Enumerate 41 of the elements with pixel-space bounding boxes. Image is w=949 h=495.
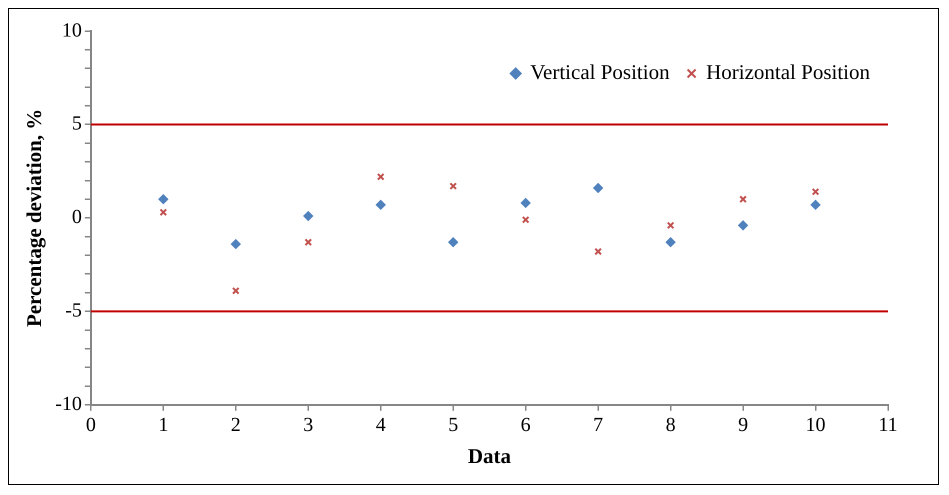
x-tick-label: 9 — [738, 414, 748, 436]
point — [449, 182, 458, 190]
legend-label: Vertical Position — [530, 60, 670, 84]
point — [232, 286, 240, 295]
point — [448, 237, 458, 248]
legend-label: Horizontal Position — [706, 60, 870, 84]
point — [810, 200, 821, 210]
point — [812, 188, 820, 196]
point — [158, 194, 168, 204]
x-tick-label: 0 — [86, 414, 96, 436]
point — [594, 248, 602, 256]
x-tick-label: 8 — [666, 414, 676, 436]
y-tick-label: -10 — [55, 393, 82, 416]
point — [160, 208, 168, 216]
x-tick-label: 3 — [303, 414, 314, 436]
point — [738, 220, 748, 230]
point — [303, 211, 314, 222]
y-axis-title: Percentage deviation, % — [22, 108, 46, 328]
point — [304, 238, 312, 246]
x-tick-label: 4 — [376, 414, 386, 436]
x-tick-label: 2 — [230, 414, 241, 436]
x-axis-title: Data — [468, 444, 512, 468]
y-tick-label: 0 — [72, 206, 82, 228]
point — [739, 195, 747, 204]
point — [522, 216, 530, 224]
point — [593, 182, 604, 193]
point — [230, 239, 241, 250]
y-tick-label: -5 — [65, 300, 82, 322]
x-tick-label: 1 — [158, 414, 168, 436]
x-tick-label: 11 — [878, 414, 898, 436]
point — [376, 172, 385, 181]
point — [666, 222, 674, 230]
x-tick-label: 7 — [593, 414, 604, 436]
point — [666, 237, 676, 248]
x-tick-label: 6 — [520, 414, 531, 436]
point — [520, 198, 531, 208]
x-tick-label: 10 — [806, 414, 826, 436]
y-tick-label: 10 — [62, 19, 82, 42]
point — [376, 200, 386, 210]
x-tick-label: 5 — [448, 414, 458, 436]
y-tick-label: 5 — [72, 112, 82, 135]
